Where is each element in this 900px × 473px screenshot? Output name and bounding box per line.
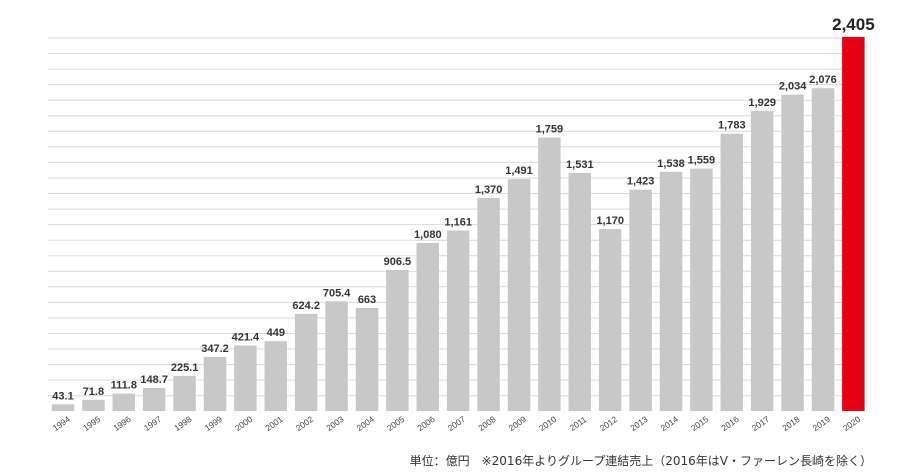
bar-2000 [234,345,257,411]
value-label-2000: 421.4 [232,332,260,344]
bar-1994 [51,404,75,411]
tick-label-2018: 2018 [780,414,801,433]
value-label-2013: 1,423 [627,176,655,188]
tick-label-1995: 1995 [81,414,102,433]
bar-2016 [720,133,743,411]
value-label-1994: 43.1 [52,390,73,402]
tick-label-2001: 2001 [263,414,284,433]
bar-1995 [82,399,105,411]
tick-label-2015: 2015 [689,414,710,433]
tick-label-1999: 1999 [203,414,224,433]
bar-2017 [750,111,774,411]
bar-2008 [477,198,500,411]
bar-2001 [264,341,287,411]
bar-2002 [294,313,318,411]
value-label-1998: 225.1 [171,362,199,374]
bar-2015 [690,168,713,411]
value-label-2006: 1,080 [414,229,442,241]
value-label-1995: 71.8 [83,386,104,398]
bar-2018 [781,94,804,411]
value-label-2014: 1,538 [657,158,685,170]
tick-label-2004: 2004 [355,414,376,433]
bar-2005 [386,270,409,411]
value-label-2011: 1,531 [566,159,594,171]
bars [51,37,865,411]
tick-label-2006: 2006 [415,414,436,433]
tick-label-2013: 2013 [628,414,649,433]
value-label-2016: 1,783 [718,120,746,132]
tick-label-1997: 1997 [142,414,163,433]
tick-label-2000: 2000 [233,414,254,433]
tick-label-2002: 2002 [294,414,315,433]
value-label-2017: 1,929 [748,97,776,109]
bar-2012 [598,229,622,411]
value-label-2003: 705.4 [323,287,351,299]
tick-label-2011: 2011 [568,414,589,433]
value-label-2005: 906.5 [384,256,412,268]
tick-label-2020: 2020 [841,414,862,433]
value-label-2020: 2,405 [832,15,875,34]
tick-label-1998: 1998 [172,414,193,433]
tick-label-2017: 2017 [750,414,771,433]
footnote: 単位：億円 ※2016年よりグループ連結売上（2016年はV・ファーレン長崎を除… [409,454,872,468]
value-label-1996: 111.8 [111,380,137,392]
bar-2011 [568,172,591,411]
bar-2004 [355,307,379,411]
bar-2010 [538,137,561,411]
value-label-2004: 663 [358,294,376,306]
tick-label-2008: 2008 [476,414,497,433]
value-label-2015: 1,559 [688,155,716,167]
bar-2019 [811,88,835,411]
value-label-2008: 1,370 [475,184,503,196]
bar-2006 [416,243,439,411]
value-label-1999: 347.2 [201,343,229,355]
bar-2013 [629,189,652,411]
tick-label-2003: 2003 [324,414,345,433]
value-label-2009: 1,491 [505,165,533,177]
bar-1999 [203,357,227,411]
tick-label-2012: 2012 [598,414,619,433]
bar-1996 [112,393,135,411]
value-label-2018: 2,034 [779,81,807,93]
tick-label-2010: 2010 [537,414,558,433]
tick-label-2019: 2019 [811,414,832,433]
tick-label-2014: 2014 [659,414,680,433]
value-label-2019: 2,076 [809,74,837,86]
tick-label-2005: 2005 [385,414,406,433]
bar-2003 [325,301,348,411]
tick-label-2009: 2009 [507,414,528,433]
bar-2014 [659,171,683,411]
bar-2020 [842,37,865,411]
bar-1997 [142,387,166,411]
value-label-2001: 449 [267,327,285,339]
tick-label-1994: 1994 [51,414,72,433]
tick-label-2016: 2016 [719,414,740,433]
value-label-2010: 1,759 [536,124,564,136]
bar-1998 [173,376,196,411]
x-axis-tick-labels: 1994 1995 1996 1997 1998 1999 2000 2001 2002 2003… [51,414,863,433]
tick-label-2007: 2007 [446,414,467,433]
value-label-2012: 1,170 [596,215,624,227]
value-label-1997: 148.7 [140,374,168,386]
value-label-2002: 624.2 [292,300,320,312]
bar-2009 [507,179,531,411]
value-label-2007: 1,161 [444,217,472,229]
tick-label-1996: 1996 [111,414,132,433]
bar-2007 [446,230,470,411]
